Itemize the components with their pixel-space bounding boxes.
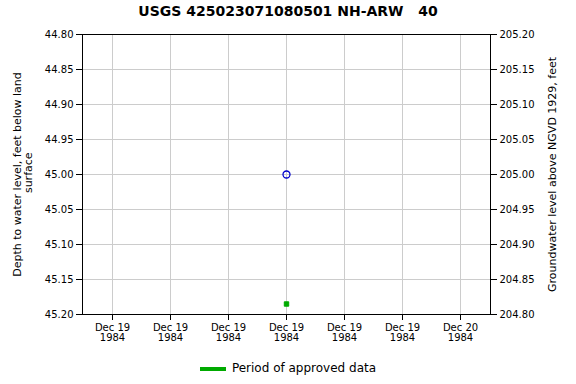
html-text:Period of approved data: Period of approved data [231, 361, 377, 375]
svg-text:205.15: 205.15 [500, 64, 535, 75]
svg-text:45.00: 45.00 [45, 169, 74, 180]
svg-text:Dec 191984: Dec 191984 [95, 322, 130, 343]
svg-text:45.05: 45.05 [45, 204, 74, 215]
svg-text:Dec 191984: Dec 191984 [327, 322, 362, 343]
svg-text:Groundwater level above NGVD 1: Groundwater level above NGVD 1929, feet [546, 56, 559, 292]
svg-text:205.00: 205.00 [500, 169, 535, 180]
svg-text:44.95: 44.95 [45, 134, 74, 145]
svg-text:45.15: 45.15 [45, 274, 74, 285]
svg-text:205.10: 205.10 [500, 99, 535, 110]
svg-text:Dec 201984: Dec 201984 [443, 322, 478, 343]
svg-text:204.80: 204.80 [500, 309, 535, 320]
svg-text:Dec 191984: Dec 191984 [153, 322, 188, 343]
svg-text:45.10: 45.10 [45, 239, 74, 250]
svg-text:44.90: 44.90 [45, 99, 74, 110]
svg-text:44.80: 44.80 [45, 29, 74, 40]
svg-text:44.85: 44.85 [45, 64, 74, 75]
svg-text:205.05: 205.05 [500, 134, 535, 145]
svg-text:204.90: 204.90 [500, 239, 535, 250]
html-text:USGS 425023071080501 NH-ARW 40: USGS 425023071080501 NH-ARW 40 [138, 3, 438, 19]
svg-text:205.20: 205.20 [500, 29, 535, 40]
svg-text:Dec 191984: Dec 191984 [269, 322, 304, 343]
svg-text:Depth to water level, feet bel: Depth to water level, feet below land su… [11, 72, 35, 277]
svg-text:204.85: 204.85 [500, 274, 535, 285]
svg-text:Dec 191984: Dec 191984 [211, 322, 246, 343]
svg-text:204.95: 204.95 [500, 204, 535, 215]
svg-text:45.20: 45.20 [45, 309, 74, 320]
svg-text:Dec 191984: Dec 191984 [385, 322, 420, 343]
